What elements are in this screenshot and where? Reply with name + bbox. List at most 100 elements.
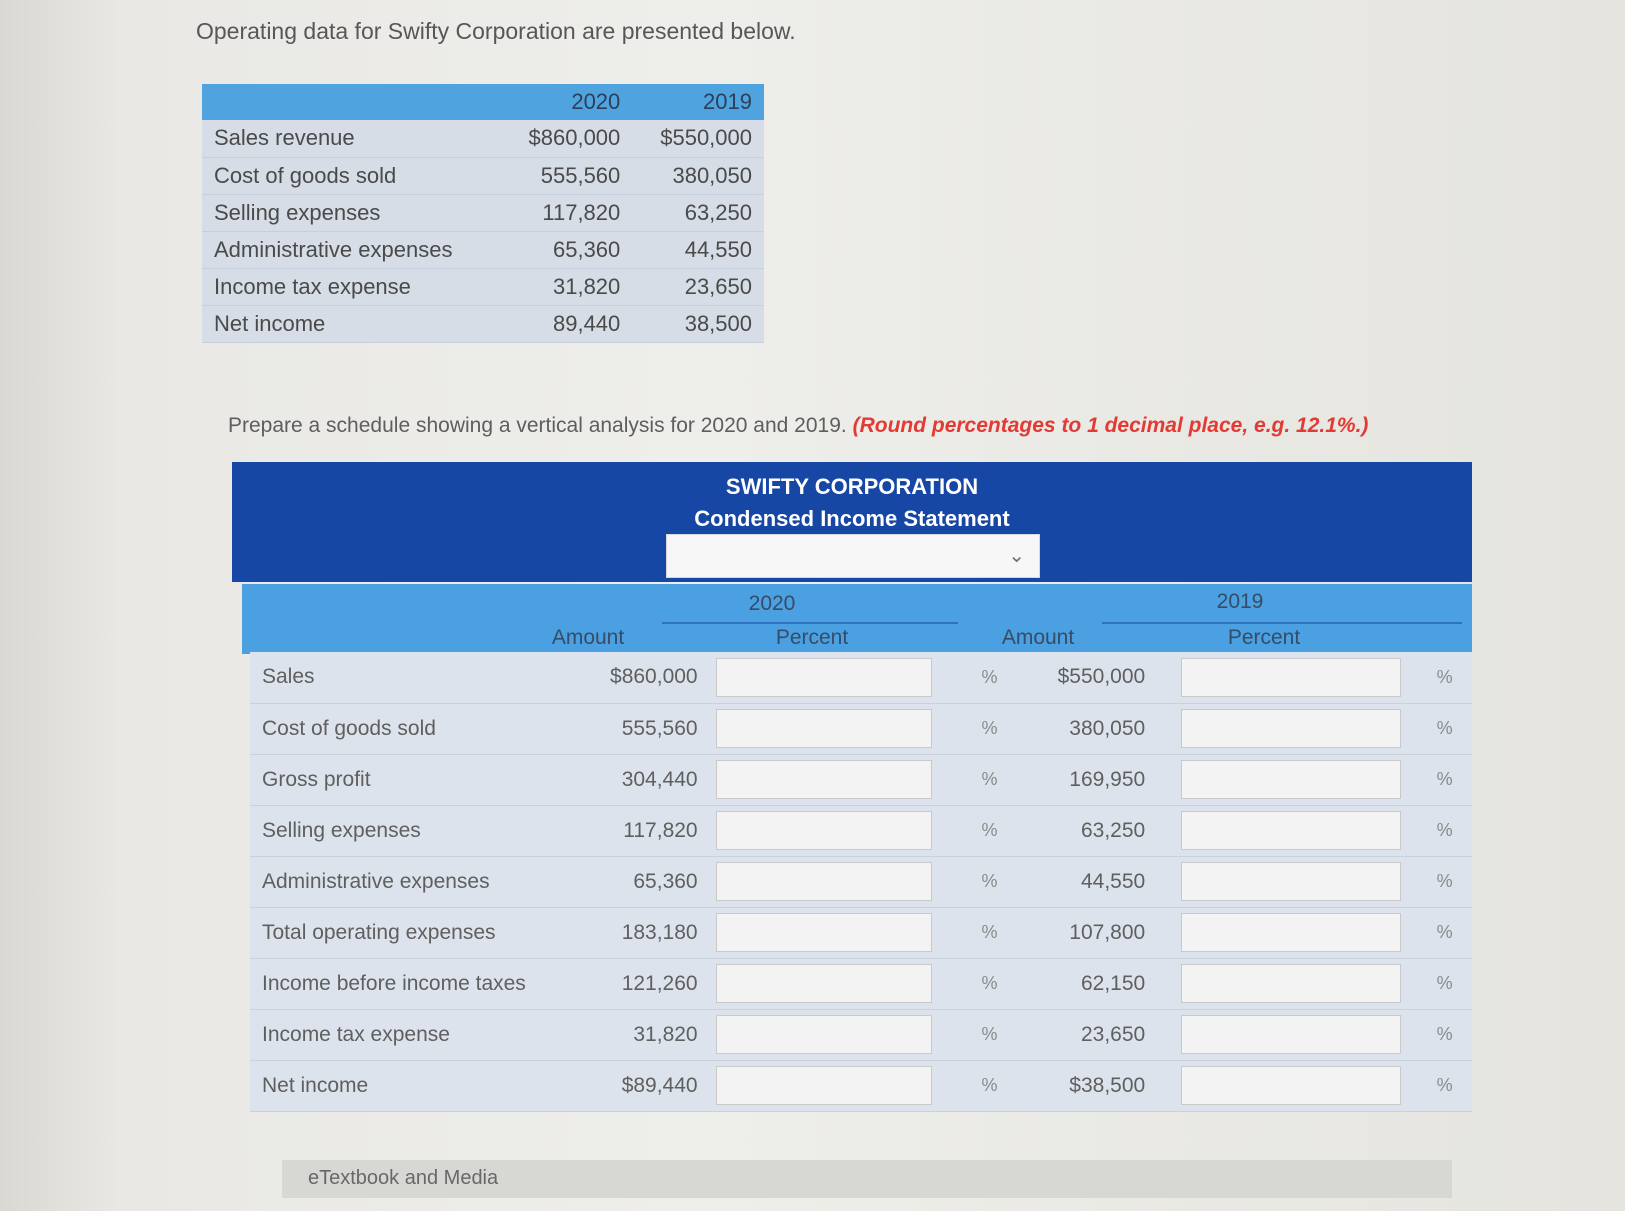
data-table-row: Selling expenses 117,820 63,250 (202, 194, 764, 231)
data-table-row: Sales revenue $860,000 $550,000 (202, 120, 764, 157)
percent-2020-symbol: % (981, 922, 998, 942)
percent-2019-symbol: % (1436, 769, 1453, 789)
percent-2019-cell (1181, 1060, 1417, 1111)
percent-2020-input[interactable] (715, 709, 932, 748)
year-2019-header: 2019 (1216, 590, 1264, 613)
statement-banner: SWIFTY CORPORATION Condensed Income Stat… (232, 462, 1472, 582)
data-row-2020-value: 117,820 (542, 199, 621, 225)
data-table-year-2020: 2020 (571, 89, 621, 114)
amount-2019-value: 44,550 (1080, 869, 1146, 893)
percent-2019-input[interactable] (1181, 1015, 1402, 1054)
amount-2019-value: 380,050 (1069, 716, 1146, 740)
percent-2019-input[interactable] (1181, 657, 1402, 697)
data-table-row: Cost of goods sold 555,560 380,050 (202, 157, 764, 194)
company-name: SWIFTY CORPORATION (725, 474, 979, 499)
statement-row-label: Gross profit (262, 767, 371, 791)
percent-2019-header: Percent (1227, 626, 1301, 649)
amount-2020-value: $89,440 (621, 1073, 698, 1097)
data-row-2020-value: $860,000 (528, 125, 621, 151)
amount-2019-value: $38,500 (1069, 1073, 1146, 1097)
data-row-label: Administrative expenses (214, 236, 453, 262)
percent-2020-input[interactable] (715, 964, 932, 1003)
amount-2020-value: 31,820 (633, 1022, 698, 1046)
percent-2019-cell (1181, 907, 1417, 958)
header-divider-2020 (662, 622, 958, 624)
income-statement-form: SWIFTY CORPORATION Condensed Income Stat… (232, 462, 1472, 1112)
percent-2019-symbol: % (1436, 922, 1453, 942)
amount-2019-value: $550,000 (1057, 665, 1146, 689)
percent-2020-input[interactable] (715, 657, 932, 697)
amount-2020-value: $860,000 (610, 665, 698, 689)
rounding-note: (Round percentages to 1 decimal place, e… (852, 414, 1369, 437)
percent-2020-symbol: % (981, 1024, 998, 1044)
percent-2019-cell (1181, 754, 1417, 805)
amount-2019-value: 62,150 (1080, 971, 1146, 995)
percent-2019-input[interactable] (1181, 1066, 1402, 1105)
percent-2020-input[interactable] (715, 913, 932, 952)
data-row-2020-value: 555,560 (540, 162, 621, 188)
instruction-main: Prepare a schedule showing a vertical an… (228, 414, 847, 437)
percent-2019-symbol: % (1436, 1075, 1453, 1095)
amount-2019-value: 63,250 (1080, 818, 1146, 842)
percent-2019-cell (1181, 652, 1417, 703)
data-row-2019-value: 63,250 (684, 199, 752, 225)
amount-2019-header: Amount (1001, 626, 1075, 649)
percent-2020-symbol: % (981, 871, 998, 891)
percent-2020-input[interactable] (715, 862, 932, 901)
percent-2020-input[interactable] (715, 760, 932, 799)
percent-2020-input[interactable] (715, 1066, 932, 1105)
percent-2019-input[interactable] (1181, 760, 1402, 799)
percent-2020-symbol: % (981, 1075, 998, 1095)
percent-2019-input[interactable] (1181, 913, 1402, 952)
data-row-2020-value: 89,440 (552, 310, 621, 336)
percent-2019-symbol: % (1436, 820, 1453, 840)
data-row-2019-value: 380,050 (672, 162, 752, 188)
data-row-2019-value: $550,000 (660, 125, 752, 151)
statement-row: Administrative expenses 65,360 % 44,550 … (250, 856, 1472, 907)
statement-title: Condensed Income Statement (694, 506, 1010, 531)
percent-2019-cell (1181, 805, 1417, 856)
percent-2019-symbol: % (1436, 871, 1453, 891)
percent-2019-cell (1181, 958, 1417, 1009)
data-table-empty-header (202, 84, 501, 120)
percent-2019-cell (1181, 1009, 1417, 1060)
percent-2020-cell (715, 703, 952, 754)
percent-2020-cell (715, 907, 952, 958)
data-row-2020-value: 65,360 (552, 236, 621, 262)
statement-column-header: 2020 2019 Amount Percent Amount Percent (242, 584, 1472, 654)
amount-2020-value: 65,360 (633, 869, 698, 893)
etextbook-footer[interactable]: eTextbook and Media (282, 1160, 1452, 1198)
data-row-label: Income tax expense (214, 273, 411, 299)
statement-row-label: Sales (262, 665, 315, 689)
data-row-2019-value: 38,500 (684, 310, 752, 336)
percent-2020-input[interactable] (715, 811, 932, 850)
data-row-label: Cost of goods sold (214, 162, 397, 188)
amount-2020-value: 555,560 (621, 716, 698, 740)
statement-row-label: Income before income taxes (262, 971, 526, 995)
statement-row-label: Selling expenses (262, 818, 421, 842)
percent-2019-input[interactable] (1181, 709, 1402, 748)
percent-2020-cell (715, 1060, 952, 1111)
percent-2020-input[interactable] (715, 1015, 932, 1054)
statement-row: Sales $860,000 % $550,000 % (250, 652, 1472, 703)
percent-2020-cell (715, 652, 952, 703)
data-table-year-2019: 2019 (703, 89, 752, 114)
statement-row: Cost of goods sold 555,560 % 380,050 % (250, 703, 1472, 754)
statement-row: Income tax expense 31,820 % 23,650 % (250, 1009, 1472, 1060)
statement-row: Total operating expenses 183,180 % 107,8… (250, 907, 1472, 958)
amount-2020-value: 304,440 (621, 767, 698, 791)
percent-2019-input[interactable] (1181, 964, 1402, 1003)
statement-row: Gross profit 304,440 % 169,950 % (250, 754, 1472, 805)
percent-2019-symbol: % (1436, 1024, 1453, 1044)
percent-2019-input[interactable] (1181, 811, 1402, 850)
percent-2020-symbol: % (981, 666, 998, 687)
percent-2019-input[interactable] (1181, 862, 1402, 901)
percent-2020-cell (715, 754, 952, 805)
period-dropdown[interactable]: ⌄ (666, 534, 1040, 578)
intro-text: Operating data for Swifty Corporation ar… (196, 18, 796, 44)
statement-row: Selling expenses 117,820 % 63,250 % (250, 805, 1472, 856)
percent-2019-symbol: % (1436, 718, 1453, 738)
data-row-2019-value: 44,550 (684, 236, 752, 262)
percent-2020-header: Percent (775, 626, 849, 649)
etextbook-link[interactable]: eTextbook and Media (308, 1167, 499, 1189)
